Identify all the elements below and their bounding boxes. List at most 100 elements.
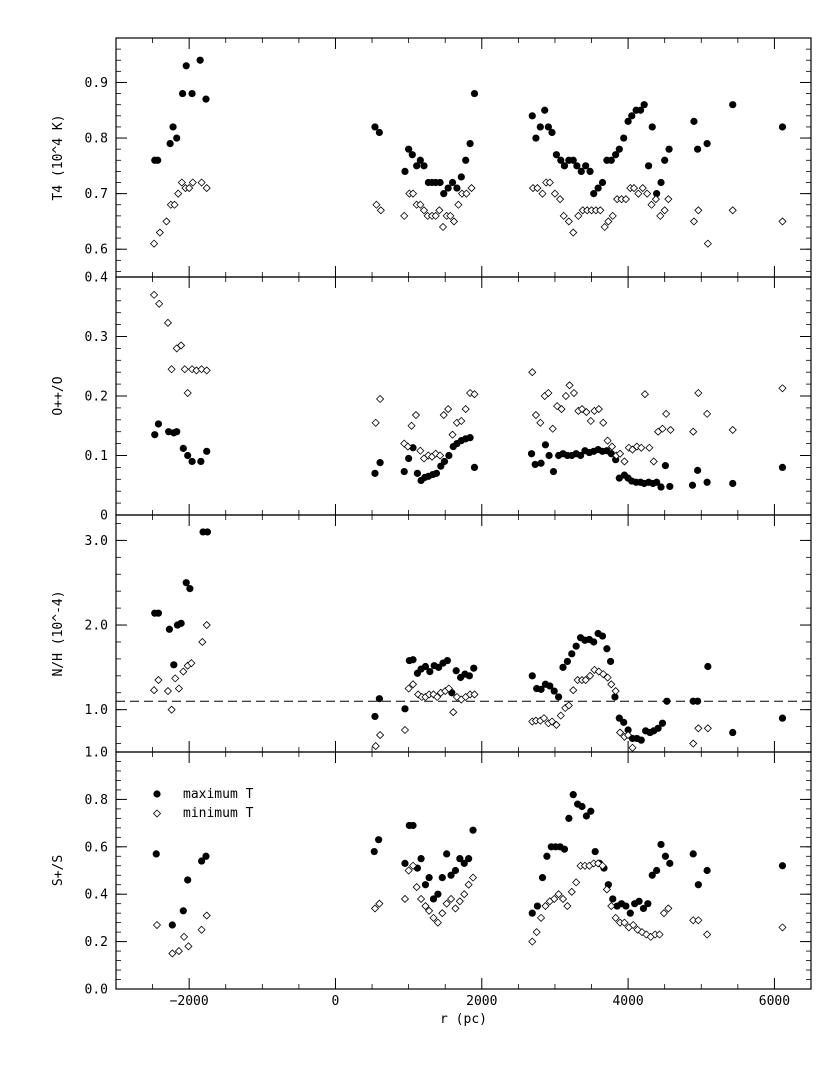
data-point-max: [417, 855, 425, 863]
data-point-min: [411, 410, 421, 420]
data-point-min: [640, 751, 642, 752]
data-point-max: [620, 718, 628, 726]
data-point-min: [599, 670, 608, 679]
data-point-min: [202, 911, 211, 920]
data-point-min: [559, 211, 568, 220]
data-point-max: [577, 167, 585, 175]
data-point-max: [444, 184, 452, 192]
data-point-min: [633, 753, 640, 760]
y-tick-label: 0.2: [85, 935, 108, 950]
data-point-min: [689, 427, 698, 436]
data-point-max: [615, 145, 623, 153]
data-point-min: [548, 424, 557, 433]
data-point-min: [582, 407, 591, 417]
data-point-min: [163, 318, 173, 327]
data-point-max: [470, 664, 478, 672]
data-point-max: [778, 714, 787, 722]
y-tick-label: 0.6: [85, 243, 108, 258]
data-point-max: [537, 459, 545, 467]
data-point-max: [401, 859, 409, 867]
data-point-max: [413, 469, 422, 477]
data-point-max: [582, 162, 590, 170]
data-point-max: [177, 619, 185, 627]
data-point-max: [470, 89, 479, 98]
panel-data: [149, 290, 787, 491]
data-point-max: [653, 866, 661, 875]
data-point-min: [629, 184, 639, 193]
data-point-max: [528, 112, 536, 120]
data-point-min: [372, 200, 381, 209]
data-point-max: [429, 895, 438, 903]
data-point-min: [621, 195, 630, 204]
data-point-max: [543, 852, 551, 860]
data-point-min: [607, 442, 617, 451]
data-point-max: [688, 481, 697, 489]
y-tick-label: 0.7: [85, 187, 108, 202]
data-point-min: [654, 754, 661, 761]
data-point-min: [528, 368, 537, 377]
data-point-max: [453, 184, 461, 192]
data-point-max: [591, 847, 599, 856]
data-point-min: [569, 388, 579, 398]
data-point-max: [154, 156, 162, 164]
data-point-max: [648, 871, 656, 879]
panel-3: 1.0 2.0 3.0 N/H (10^-4): [51, 514, 812, 761]
data-point-min: [536, 418, 545, 427]
data-point-min: [162, 217, 171, 226]
data-point-min: [449, 217, 459, 226]
data-point-max: [405, 454, 413, 463]
data-point-max: [182, 62, 190, 70]
data-point-max: [644, 162, 653, 170]
y-axis-label: O++/O: [51, 376, 66, 415]
data-point-max: [704, 662, 712, 671]
data-point-max: [460, 859, 468, 867]
data-point-max: [586, 167, 594, 175]
data-point-max: [400, 467, 408, 476]
data-point-max: [549, 467, 558, 476]
data-point-min: [187, 659, 196, 668]
y-tick-label: 0.0: [85, 983, 108, 998]
data-point-min: [585, 671, 595, 680]
data-point-min: [634, 189, 643, 198]
data-point-min: [728, 206, 737, 215]
data-point-min: [198, 637, 207, 647]
data-point-min: [177, 178, 186, 187]
data-point-max: [165, 625, 174, 633]
data-point-max: [778, 463, 787, 471]
data-point-max: [657, 178, 665, 187]
data-point-max: [563, 657, 571, 666]
data-point-min: [547, 717, 557, 726]
data-point-max: [413, 162, 421, 170]
data-point-min: [429, 913, 438, 922]
data-point-max: [188, 457, 196, 466]
data-point-max: [648, 123, 656, 131]
data-point-max: [559, 663, 567, 671]
data-point-max: [572, 642, 580, 650]
data-point-max: [531, 460, 539, 469]
data-point-max: [538, 874, 547, 882]
data-point-max: [624, 117, 632, 125]
x-axis-label: r (pc): [440, 1012, 487, 1027]
data-point-min: [457, 416, 466, 426]
data-point-min: [600, 222, 609, 232]
data-point-min: [375, 899, 384, 908]
data-point-max: [152, 850, 160, 858]
data-point-min: [556, 195, 565, 204]
data-point-max: [541, 106, 549, 114]
data-point-max: [653, 478, 661, 486]
data-point-max: [401, 167, 409, 175]
data-point-max: [644, 900, 652, 908]
x-tick-label: −2000: [170, 994, 209, 1009]
data-point-min: [197, 925, 206, 934]
data-point-min: [407, 421, 416, 430]
data-point-min: [629, 920, 638, 930]
data-point-max: [590, 638, 598, 646]
data-point-min: [615, 728, 625, 737]
data-point-max: [603, 645, 611, 653]
y-tick-label: 0.8: [85, 132, 108, 147]
data-point-min: [419, 206, 429, 215]
data-point-max: [598, 178, 607, 187]
data-point-max: [421, 662, 430, 671]
data-point-min: [569, 686, 578, 695]
